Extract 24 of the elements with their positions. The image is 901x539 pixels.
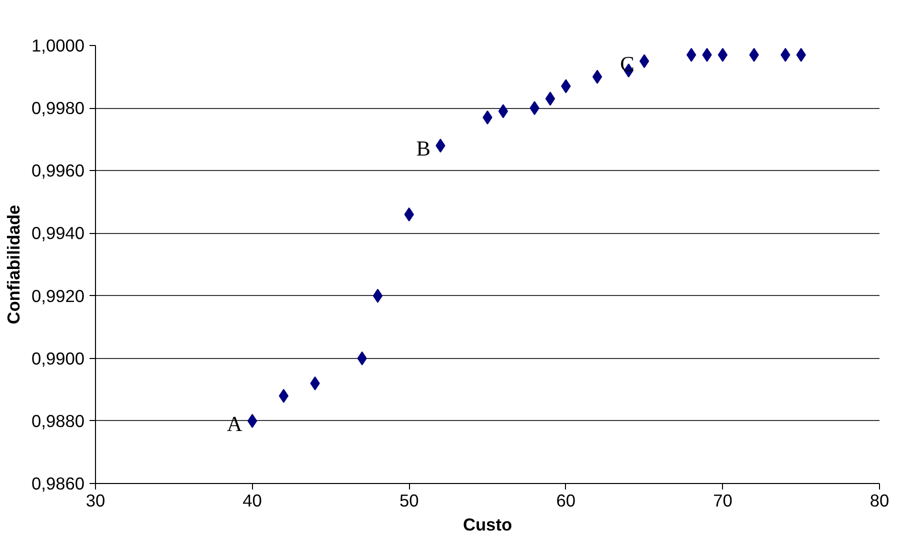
- point: [592, 70, 602, 84]
- y-tick-label: 0,9880: [32, 410, 84, 431]
- y-axis-title: Confiabilidade: [4, 204, 24, 324]
- point: [718, 48, 728, 62]
- y-tick-label: 0,9920: [32, 286, 84, 306]
- point: [639, 54, 650, 68]
- point: [247, 414, 258, 428]
- y-tick-label: 0,9940: [32, 223, 84, 244]
- x-tick-label: 70: [713, 490, 732, 510]
- y-tick-label: 0,9900: [32, 348, 84, 368]
- x-tick-label: 80: [870, 490, 890, 510]
- x-tick-label: 30: [86, 490, 106, 510]
- x-tick-label: 40: [242, 490, 262, 510]
- y-tick-label: 0,9860: [32, 474, 84, 494]
- annotation: B: [416, 136, 430, 161]
- x-tick-label: 60: [556, 490, 576, 510]
- point: [498, 104, 508, 118]
- y-tick-label: 0,9960: [32, 160, 84, 181]
- y-tick-label: 0,9980: [32, 98, 84, 118]
- x-axis-title: Custo: [462, 514, 512, 534]
- point: [545, 92, 556, 106]
- point: [372, 288, 383, 303]
- x-tick-label: 50: [399, 490, 419, 510]
- y-tick-label: 1,0000: [32, 36, 84, 56]
